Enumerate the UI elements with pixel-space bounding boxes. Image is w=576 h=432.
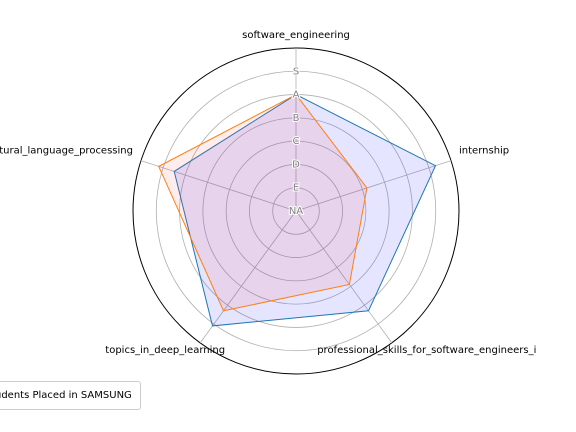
legend-label: udents Placed in SAMSUNG bbox=[0, 390, 132, 401]
series-2-area bbox=[158, 94, 367, 311]
tick-label: B bbox=[293, 113, 300, 124]
tick-label: NA bbox=[289, 206, 303, 217]
spoke-line bbox=[295, 160, 452, 212]
series-2-line bbox=[158, 93, 368, 312]
tick-label: S bbox=[293, 66, 299, 77]
axis-label: software_engineering bbox=[242, 30, 350, 41]
series-1-area bbox=[174, 94, 436, 326]
axis-label: professional_skills_for_software_enginee… bbox=[317, 345, 536, 356]
spoke-line bbox=[295, 210, 393, 344]
tick-label: E bbox=[293, 183, 299, 194]
axis-labels: software_engineering internship profession… bbox=[0, 30, 536, 356]
radial-tick-labels: NA E D C B A S bbox=[288, 65, 304, 218]
tick-label: A bbox=[293, 90, 300, 101]
axis-label: internship bbox=[459, 146, 509, 157]
spoke-line bbox=[140, 160, 297, 212]
series-1-line bbox=[173, 94, 437, 327]
legend: udents Placed in SAMSUNG bbox=[0, 381, 141, 410]
radar-spokes bbox=[140, 48, 452, 344]
axis-label: topics_in_deep_learning bbox=[105, 345, 225, 356]
radar-series bbox=[158, 93, 437, 327]
tick-label: C bbox=[293, 136, 300, 147]
spoke-line bbox=[199, 210, 297, 344]
axis-label: natural_language_processing bbox=[0, 146, 133, 157]
tick-label: D bbox=[292, 159, 300, 170]
